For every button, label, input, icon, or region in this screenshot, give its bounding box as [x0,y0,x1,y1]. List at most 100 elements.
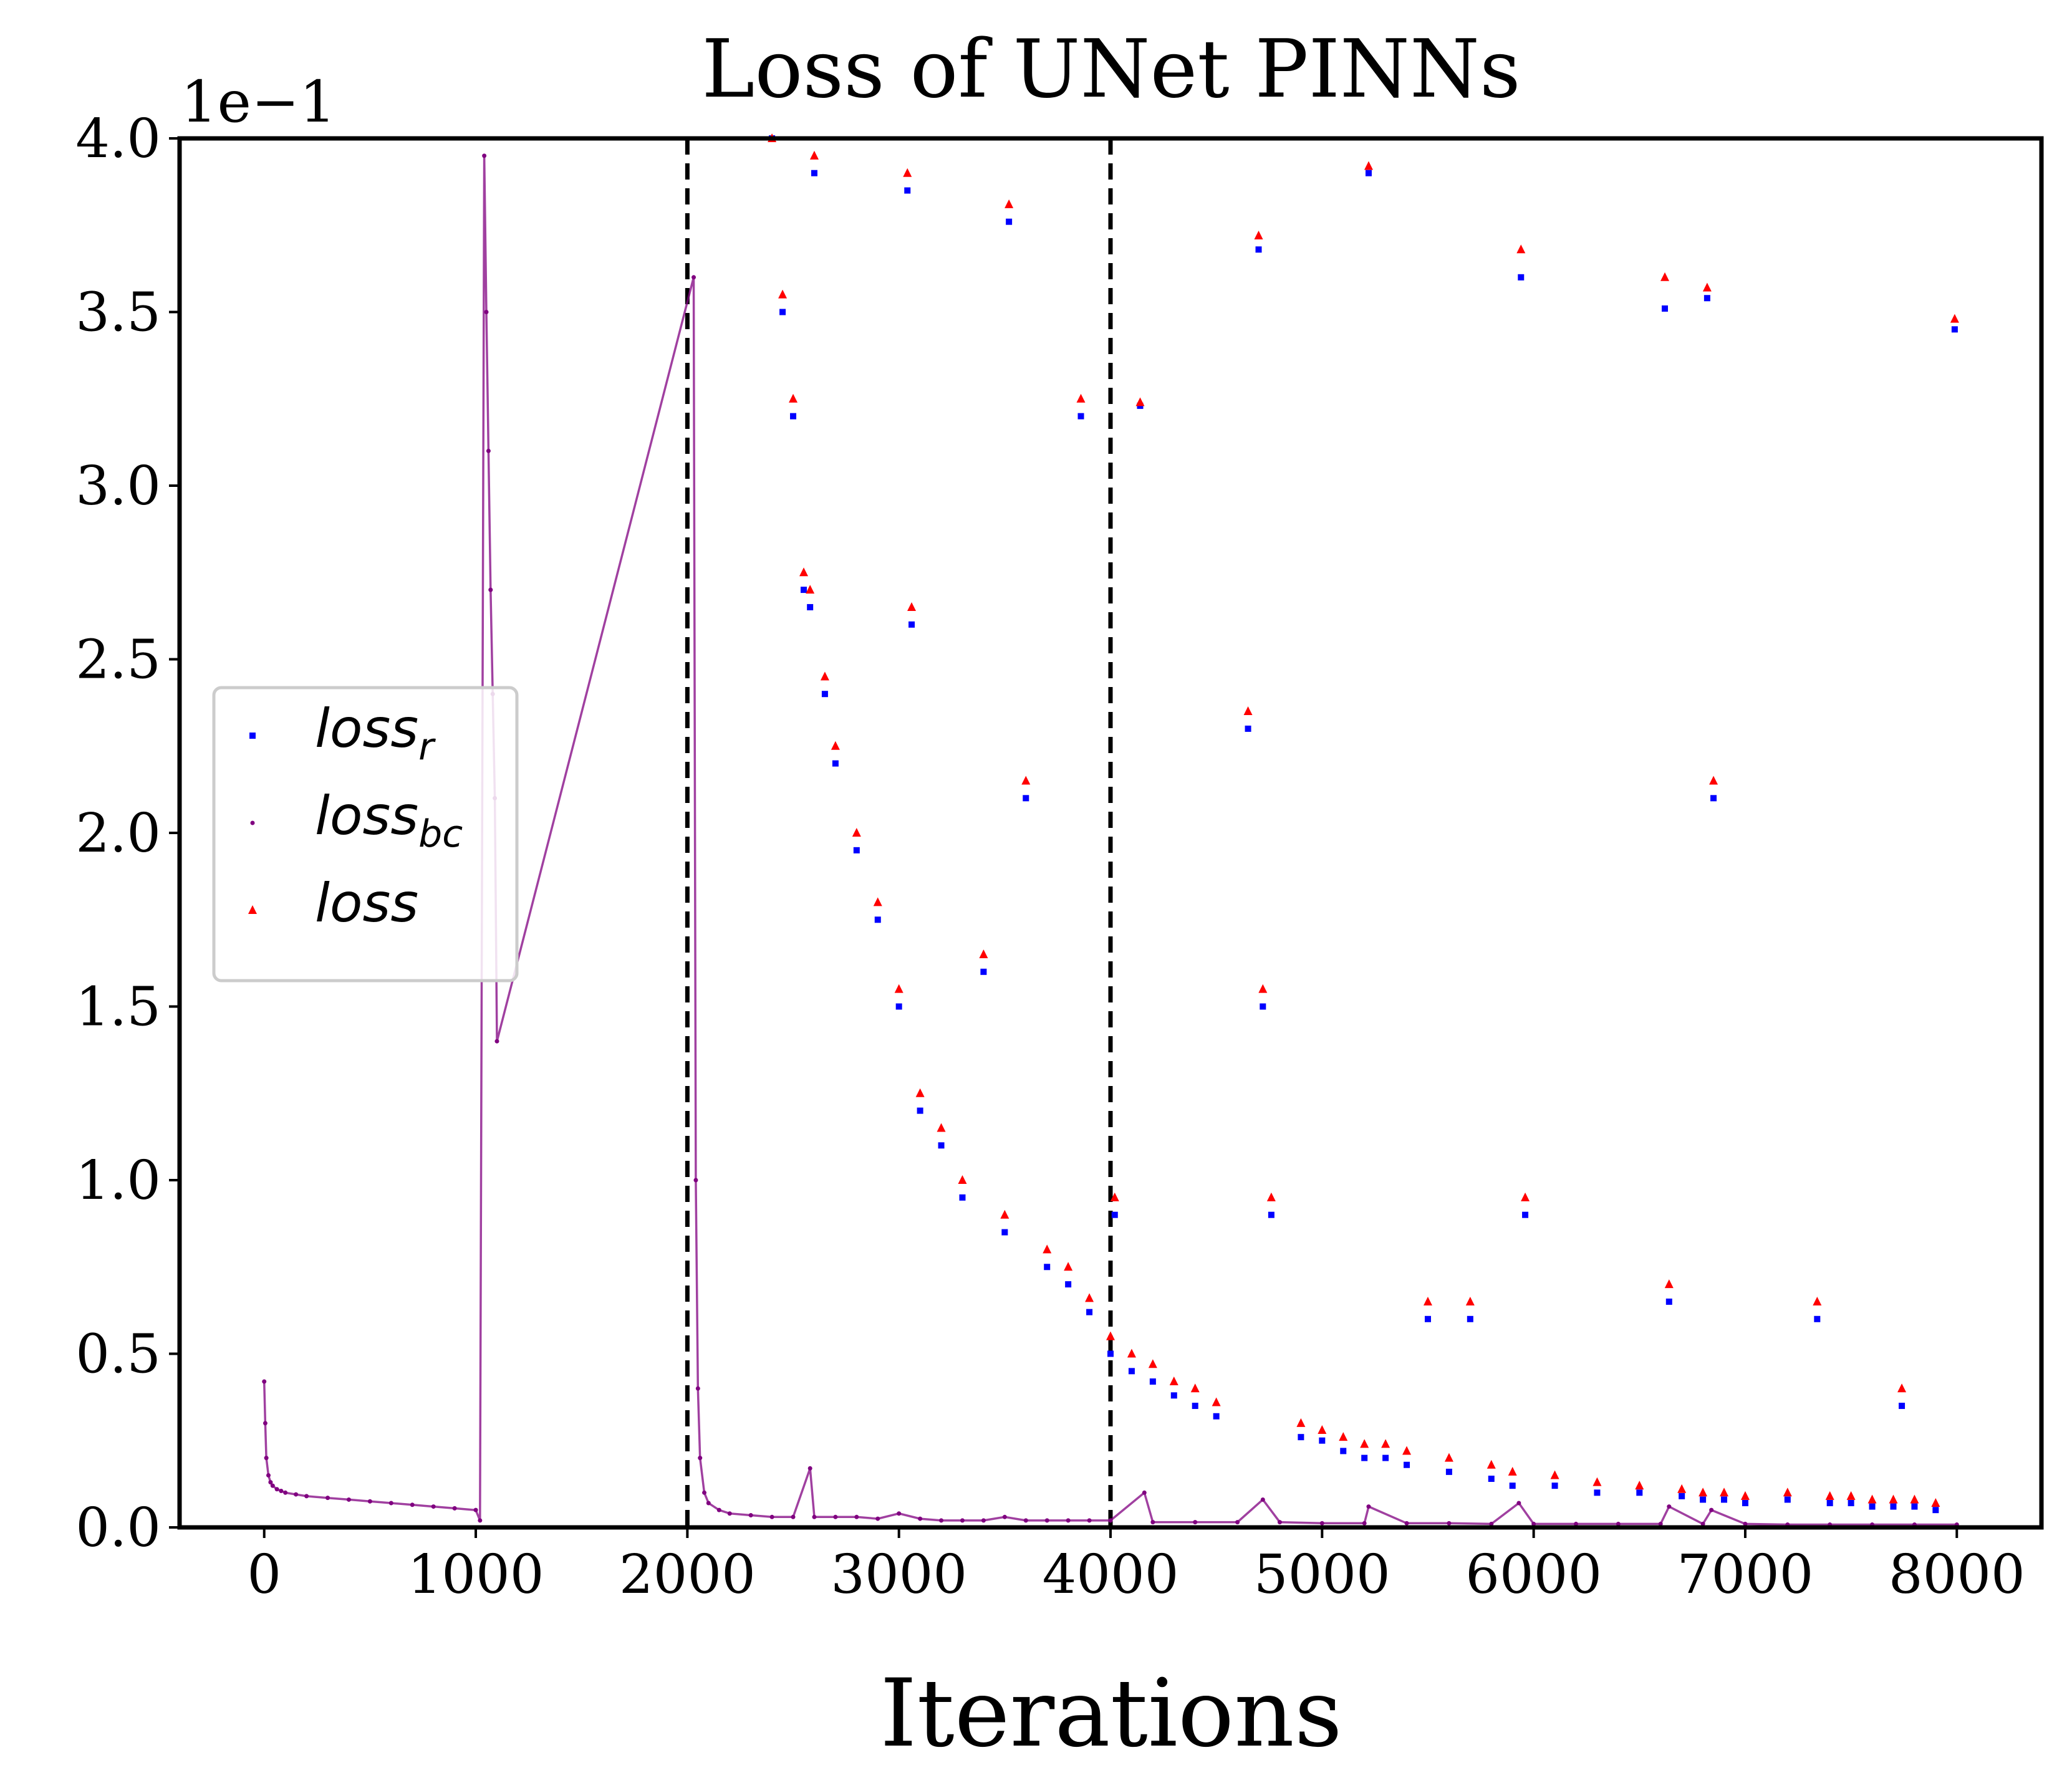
data-point [1826,1500,1833,1507]
data-point [938,1142,945,1149]
data-point [807,603,814,610]
data-point [1319,1437,1326,1444]
data-point [960,1518,965,1523]
x-tick-label: 3000 [831,1544,967,1606]
data-point [854,1514,859,1519]
data-point [1743,1521,1748,1526]
data-point [1508,1466,1517,1476]
data-point [1869,1503,1876,1510]
data-point [264,1456,269,1461]
data-point [486,448,491,453]
data-point [1616,1521,1621,1526]
data-point [1021,776,1031,785]
data-point [1445,1468,1452,1475]
y-tick-label: 2.0 [75,802,161,865]
data-point [1636,1489,1643,1496]
data-point [1296,1418,1306,1427]
data-point [1106,1331,1115,1340]
x-axis: 0 1000 2000 3000 4000 5000 6000 7000 8000 [247,1527,2025,1606]
data-point [1709,776,1718,785]
data-point [789,393,798,403]
data-point [1108,1518,1113,1523]
data-point [1268,1211,1275,1218]
data-point [266,1473,271,1478]
data-point [1710,795,1717,802]
data-point [1404,1461,1410,1468]
data-point [263,1421,267,1426]
data-point [1193,1520,1198,1525]
data-point [904,187,911,194]
data-point [820,671,829,681]
data-point [1910,1494,1919,1504]
data-point [821,691,828,698]
data-point [1702,282,1712,292]
data-point [1381,1439,1390,1448]
data-point [1423,1296,1432,1305]
data-point [1086,1309,1093,1315]
data-point [1087,1518,1092,1523]
data-point [1522,1211,1529,1218]
data-point [778,289,788,299]
data-point [325,1496,330,1501]
data-point [1951,326,1958,333]
data-point [1709,1507,1714,1512]
data-point [1192,1403,1198,1410]
data-point [1848,1500,1854,1507]
data-point [1635,1481,1644,1490]
chart-title: Loss of UNet PINNs [701,23,1520,116]
data-point [1516,244,1526,254]
data-point [484,310,489,314]
data-point [1699,1487,1708,1497]
data-point [1516,1501,1521,1506]
legend-label: loss [315,872,418,935]
data-point [1258,984,1268,993]
data-point [283,1490,288,1495]
data-point [249,733,256,739]
data-point [482,153,487,158]
data-point [806,585,815,594]
data-point [908,621,915,628]
data-point [1740,1491,1750,1500]
data-point [779,309,786,315]
data-point [907,602,917,611]
data-point [1005,199,1014,208]
data-point [1518,274,1525,281]
data-point [939,1518,944,1523]
series-loss_bc [262,153,1959,1527]
data-point [431,1504,436,1509]
data-point [1142,1490,1147,1495]
data-point [833,1514,838,1519]
data-point [1402,1446,1412,1455]
data-point [1489,1521,1494,1526]
data-point [1044,1518,1049,1523]
data-point [1148,1359,1157,1368]
data-point [279,1489,284,1494]
legend-item-loss: loss [248,872,418,935]
data-point [1444,1453,1453,1462]
data-point [1720,1487,1729,1497]
legend-item-loss_r: lossr [249,698,436,769]
data-point [1700,1496,1707,1503]
y-tick-label: 0.0 [75,1497,161,1559]
data-point [894,984,903,993]
data-point [1361,1454,1368,1461]
data-point [958,1175,967,1184]
data-point [1465,1296,1475,1305]
data-point [1814,1315,1821,1322]
data-point [1660,272,1670,281]
data-point [1382,1454,1389,1461]
legend-label-subscript: r [418,725,436,769]
x-tick-label: 2000 [619,1544,756,1606]
data-point [1404,1521,1409,1526]
data-point [1531,1521,1536,1526]
x-axis-label: Iterations [880,1660,1342,1768]
data-point [790,413,797,420]
data-point [478,1518,483,1523]
y-tick-label: 3.5 [75,282,161,344]
data-point [367,1499,372,1504]
data-point [268,1480,273,1485]
data-point [706,1501,711,1506]
data-point [1703,295,1710,302]
data-point [917,1107,923,1114]
data-point [1318,1425,1327,1435]
